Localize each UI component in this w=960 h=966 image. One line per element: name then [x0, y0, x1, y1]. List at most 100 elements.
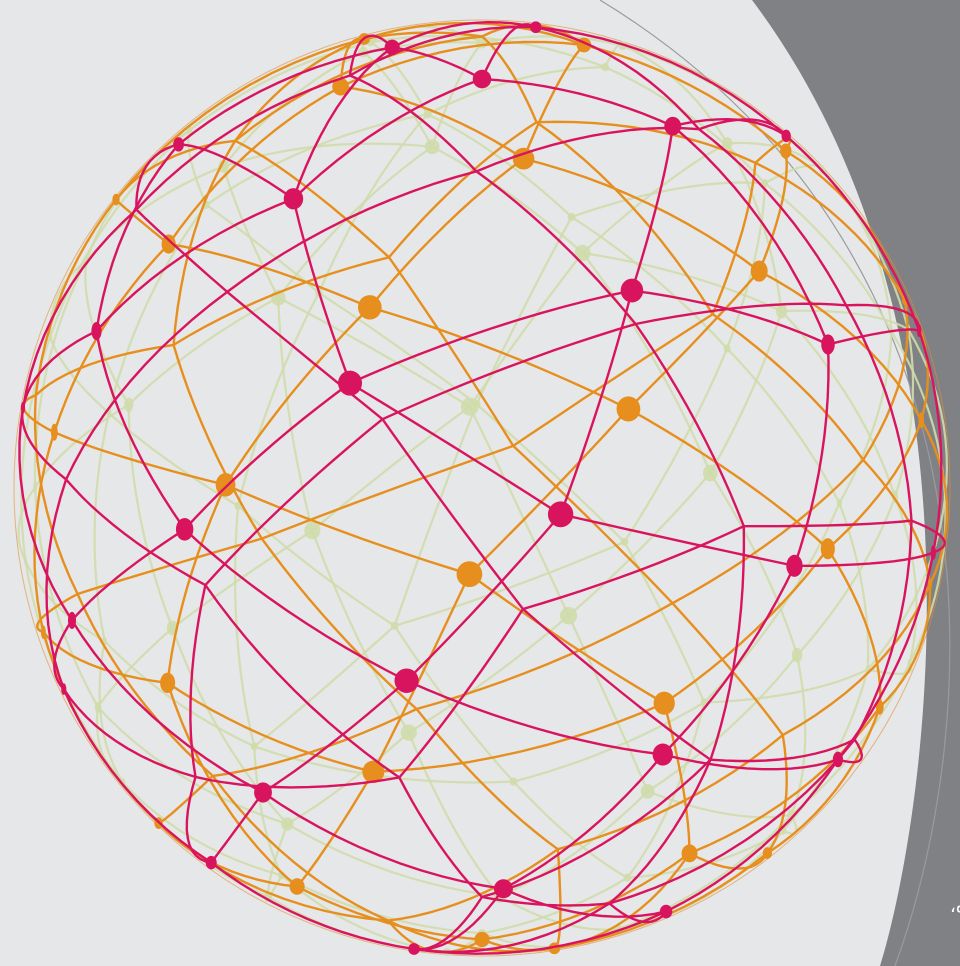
network-node [234, 501, 242, 510]
panel-outline [599, 0, 951, 966]
network-edge [95, 330, 186, 530]
network-edge [349, 25, 536, 77]
network-edge [560, 513, 795, 567]
network-edge [468, 406, 570, 617]
network-edge [480, 23, 537, 80]
network-edge [567, 472, 712, 617]
network-node [362, 760, 385, 784]
network-node [775, 303, 788, 319]
network-edge [427, 66, 606, 116]
network-node [423, 110, 432, 119]
network-node [124, 397, 134, 412]
network-edge [671, 602, 784, 736]
network-edge [349, 74, 478, 173]
network-edge [349, 382, 562, 516]
network-edge [781, 309, 909, 331]
network-edge [920, 419, 949, 585]
network-node [750, 260, 768, 282]
network-edge [647, 654, 798, 793]
network-node [456, 561, 483, 588]
network-node [173, 137, 184, 152]
network-node [218, 160, 229, 173]
network-edge [370, 34, 606, 69]
network-edge [634, 323, 745, 527]
network-node [384, 39, 400, 56]
network-node [930, 545, 936, 560]
network-node [357, 295, 382, 320]
network-edge [392, 46, 483, 81]
network-edge [340, 85, 525, 160]
network-edge [393, 403, 478, 627]
network-edge [793, 344, 830, 567]
network-edge [62, 688, 212, 864]
network-edge [782, 583, 931, 737]
network-node [762, 847, 773, 859]
network-edge [468, 573, 665, 705]
network-edge [65, 290, 228, 480]
network-edge [535, 121, 714, 315]
network-edge [226, 290, 384, 421]
network-edge [394, 540, 625, 627]
network-edge [785, 135, 921, 332]
network-edge [475, 216, 573, 405]
network-edge [224, 306, 371, 486]
network-edge [253, 746, 283, 876]
network-edge [226, 170, 477, 293]
network-edge [388, 256, 515, 447]
network-edge [878, 584, 932, 709]
network-node [681, 844, 698, 863]
network-edge [172, 256, 390, 346]
network-edge [481, 758, 712, 899]
network-edge [253, 624, 396, 748]
network-node [175, 517, 194, 541]
network-sphere [13, 19, 951, 957]
network-node [927, 578, 932, 591]
network-edge [185, 776, 212, 864]
network-edge [135, 208, 228, 293]
network-edge [635, 302, 847, 326]
network-node [474, 931, 490, 948]
network-edge [292, 77, 483, 200]
network-edge [431, 145, 584, 254]
network-node [918, 412, 925, 429]
network-edge [405, 513, 562, 682]
network-node [623, 873, 632, 882]
network-edge [195, 775, 400, 789]
network-edge [18, 407, 74, 622]
network-node [24, 556, 27, 565]
network-node [394, 668, 419, 693]
network-edge [559, 290, 634, 515]
network-edge [709, 526, 746, 761]
network-edge [631, 289, 829, 346]
network-edge [311, 530, 410, 734]
sphere-outline [13, 19, 951, 957]
network-edge [665, 758, 839, 913]
network-edge [370, 41, 429, 115]
network-node [620, 537, 629, 546]
network-node [722, 137, 733, 150]
network-edge [862, 459, 932, 585]
network-edge [24, 560, 106, 643]
network-node [472, 400, 481, 409]
network-edge [349, 289, 633, 385]
network-edge [512, 780, 628, 879]
network-node [161, 234, 176, 254]
network-edge [340, 40, 585, 88]
network-edge [415, 708, 559, 851]
network-node [786, 554, 803, 577]
network-edge [570, 216, 728, 350]
network-edge [237, 292, 320, 507]
network-edge [907, 328, 949, 498]
network-edge [698, 128, 848, 306]
network-edge [838, 331, 893, 504]
network-edge [709, 310, 783, 474]
network-node [875, 699, 884, 715]
network-edge [77, 537, 263, 596]
network-node [94, 701, 102, 713]
network-node [832, 751, 844, 768]
network-edge [166, 681, 374, 774]
network-edge [49, 129, 191, 337]
network-node [67, 611, 77, 629]
network-edge [127, 404, 174, 629]
